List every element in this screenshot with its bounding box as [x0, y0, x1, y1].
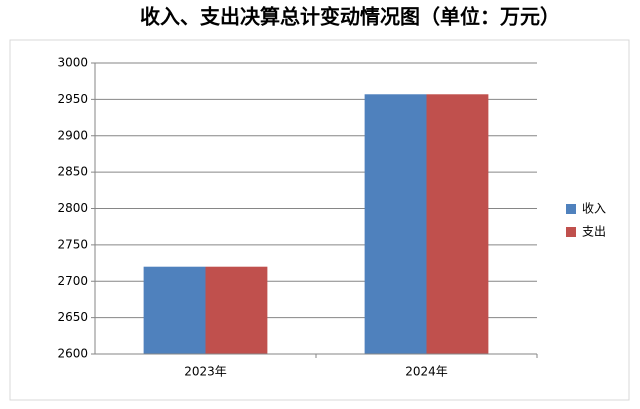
bar — [364, 94, 427, 354]
chart-area — [9, 39, 630, 401]
y-tick-label: 2700 — [57, 274, 88, 288]
bar — [143, 266, 206, 354]
y-tick-label: 2900 — [57, 128, 88, 142]
bar — [205, 266, 268, 354]
chart-title: 收入、支出决算总计变动情况图（单位：万元） — [140, 5, 560, 29]
y-tick-label: 3000 — [57, 56, 88, 70]
y-tick-label: 2950 — [57, 92, 88, 106]
legend-swatch — [566, 227, 576, 237]
legend-label: 收入 — [582, 202, 606, 216]
y-tick-label: 2850 — [57, 165, 88, 179]
legend-label: 支出 — [582, 225, 606, 239]
y-tick-label: 2600 — [57, 347, 88, 361]
y-tick-label: 2650 — [57, 310, 88, 324]
legend-swatch — [566, 204, 576, 214]
x-tick-label: 2024年 — [405, 365, 448, 379]
bar — [426, 94, 489, 354]
y-tick-label: 2750 — [57, 237, 88, 251]
x-tick-label: 2023年 — [184, 365, 227, 379]
y-tick-label: 2800 — [57, 201, 88, 215]
